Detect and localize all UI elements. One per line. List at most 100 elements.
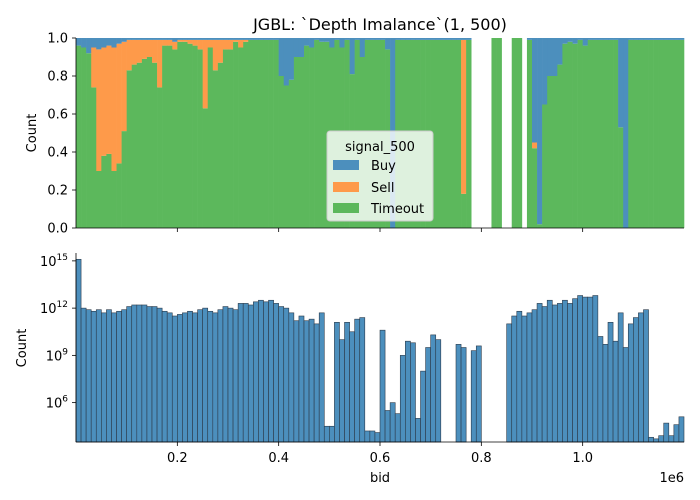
- histogram-bar: [415, 418, 421, 443]
- histogram-bar: [329, 425, 335, 443]
- bar-sell: [461, 39, 467, 194]
- bar-buy: [643, 38, 649, 40]
- histogram-bar: [197, 309, 203, 443]
- bar-buy: [466, 38, 472, 40]
- bar-buy: [420, 38, 426, 40]
- histogram-bar: [202, 307, 209, 443]
- bar-buy: [187, 38, 193, 40]
- histogram-bar: [359, 317, 366, 443]
- bar-buy: [562, 38, 568, 44]
- bar-buy: [273, 38, 279, 40]
- bar-timeout: [96, 171, 102, 228]
- bottom-x-tick-label: 0.4: [268, 451, 289, 466]
- bar-timeout: [597, 39, 604, 229]
- legend-entry-buy: Buy: [371, 159, 396, 174]
- bar-timeout: [233, 41, 239, 228]
- bar-timeout: [658, 39, 665, 229]
- bar-sell: [101, 47, 107, 156]
- histogram-bar: [617, 312, 624, 443]
- histogram-bar: [475, 345, 482, 443]
- histogram-bar: [455, 344, 462, 443]
- histogram-bar: [116, 310, 122, 443]
- bar-sell: [91, 47, 97, 88]
- bar-timeout: [136, 62, 143, 229]
- histogram-bar: [106, 309, 112, 443]
- bar-timeout: [450, 39, 457, 229]
- histogram-bar: [673, 424, 680, 443]
- bar-timeout: [557, 64, 563, 228]
- bar-buy: [121, 38, 127, 42]
- bar-timeout: [532, 148, 538, 228]
- bar-timeout: [562, 43, 568, 229]
- histogram-bar: [572, 298, 578, 443]
- histogram-bar: [298, 315, 305, 443]
- top-y-tick-label: 1.0: [47, 32, 68, 47]
- bar-buy: [344, 38, 350, 40]
- histogram-bar: [597, 336, 604, 443]
- bar-buy: [91, 38, 97, 48]
- legend-frame: [326, 130, 434, 222]
- histogram-bar: [121, 309, 127, 443]
- legend-entry-timeout: Timeout: [370, 202, 424, 217]
- bar-buy: [369, 38, 376, 40]
- bottom-panel-histogram: [75, 258, 685, 443]
- bar-buy: [314, 38, 320, 40]
- bar-buy: [319, 38, 325, 42]
- histogram-bar: [323, 425, 330, 443]
- bar-buy: [410, 38, 416, 40]
- histogram-bar: [384, 410, 391, 443]
- bar-timeout: [445, 39, 452, 229]
- bar-timeout: [577, 39, 583, 229]
- histogram-bar: [318, 312, 325, 443]
- bar-timeout: [243, 41, 249, 228]
- bar-buy: [96, 38, 102, 50]
- bar-sell: [217, 39, 224, 63]
- legend-swatch-buy: [333, 160, 359, 170]
- bar-sell: [177, 39, 183, 42]
- top-y-tick-label: 0.4: [47, 146, 68, 161]
- bar-timeout: [146, 57, 153, 228]
- bar-sell: [532, 142, 538, 149]
- histogram-bar: [141, 304, 148, 443]
- bottom-y-tick-label: 109: [46, 347, 69, 364]
- bar-sell: [192, 39, 198, 46]
- bar-timeout: [643, 39, 649, 229]
- bar-timeout: [273, 39, 279, 229]
- bar-timeout: [491, 38, 497, 228]
- histogram-bar: [531, 309, 538, 443]
- bar-buy: [567, 38, 573, 42]
- top-y-tick-label: 0.6: [47, 108, 68, 123]
- bar-sell: [146, 39, 153, 57]
- histogram-bar: [171, 315, 178, 443]
- legend-swatch-sell: [333, 182, 359, 192]
- bottom-x-tick-label: 0.6: [370, 451, 391, 466]
- bar-buy: [304, 38, 310, 46]
- bar-timeout: [162, 45, 168, 228]
- bar-buy: [592, 38, 599, 40]
- bar-timeout: [126, 70, 133, 228]
- bar-timeout: [547, 76, 553, 228]
- bar-buy: [653, 38, 659, 40]
- bar-timeout: [81, 47, 87, 228]
- histogram-bar: [146, 306, 153, 443]
- histogram-bar: [399, 355, 406, 443]
- histogram-bar: [541, 306, 548, 443]
- bar-sell: [157, 39, 163, 88]
- bar-buy: [582, 38, 589, 46]
- bar-buy: [116, 38, 122, 44]
- bar-buy: [668, 38, 675, 40]
- histogram-bar: [161, 310, 168, 443]
- bar-timeout: [542, 104, 548, 228]
- histogram-bar: [283, 307, 290, 443]
- bar-timeout: [101, 155, 107, 228]
- bar-timeout: [618, 127, 624, 228]
- bar-buy: [537, 38, 543, 225]
- bar-timeout: [172, 49, 178, 229]
- bottom-y-axis-label: Count: [15, 329, 30, 368]
- histogram-bar: [643, 309, 649, 443]
- bar-buy: [405, 38, 411, 40]
- bar-timeout: [314, 39, 320, 229]
- bar-buy: [182, 38, 188, 40]
- bar-buy: [648, 38, 654, 40]
